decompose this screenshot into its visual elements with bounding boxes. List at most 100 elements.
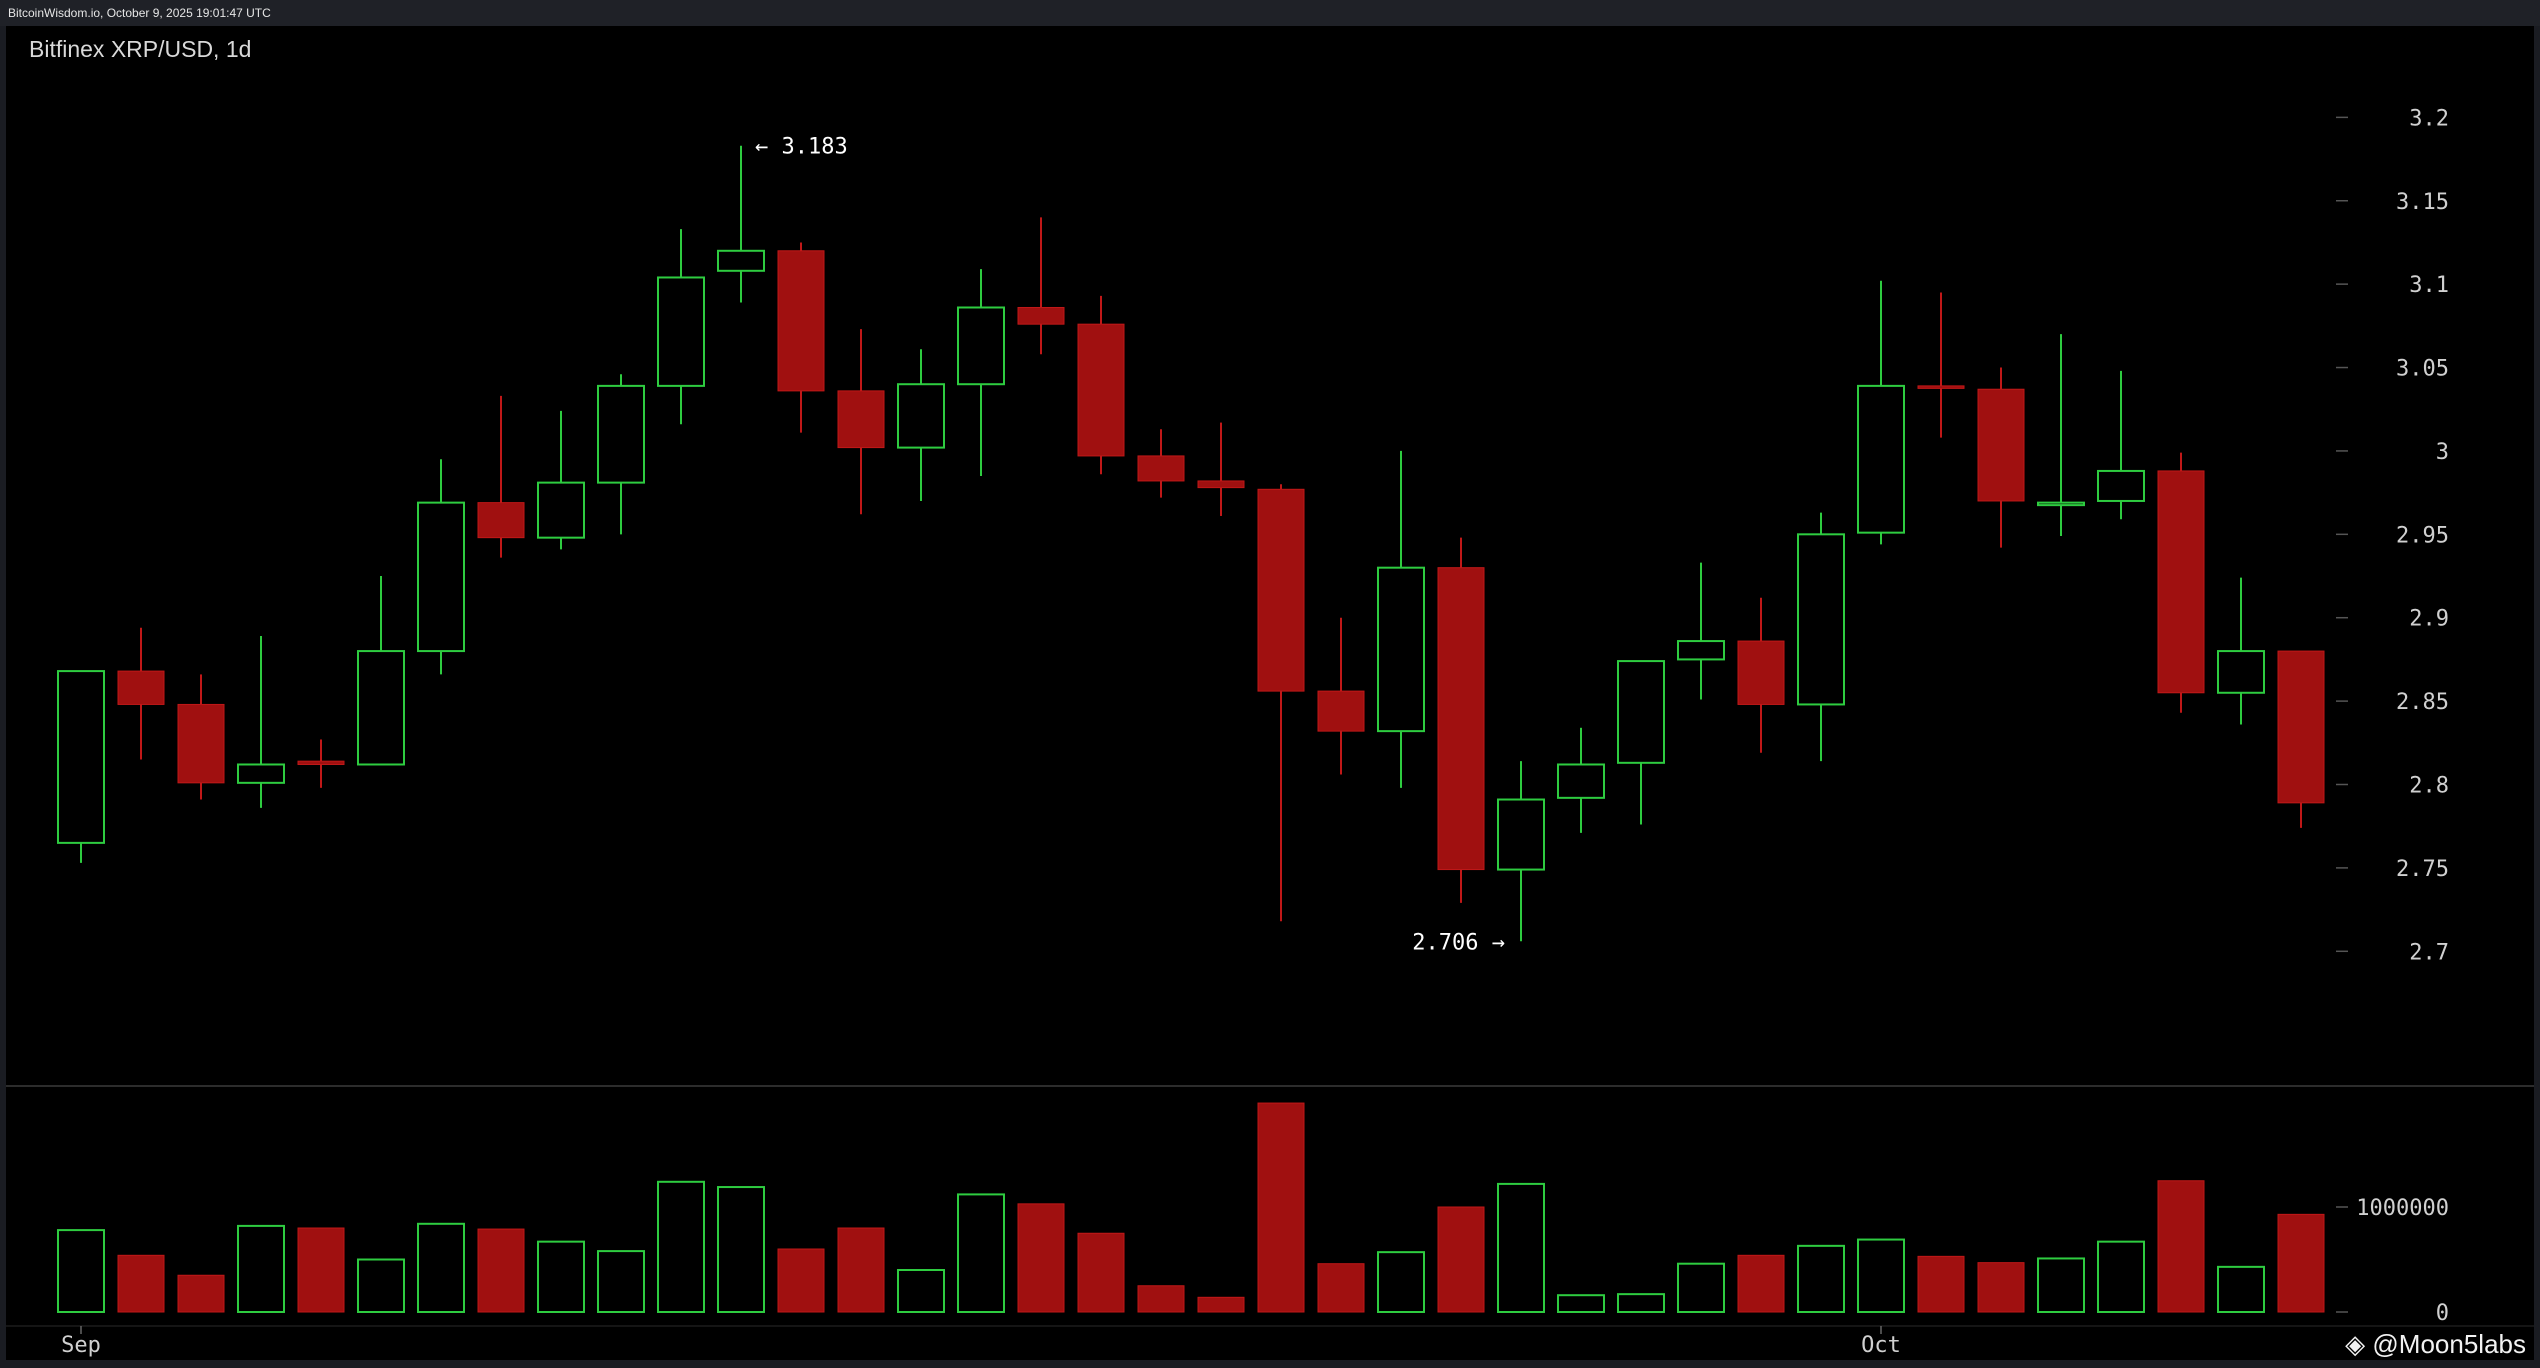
x-axis-tick-label: Sep: [61, 1333, 101, 1358]
candle-body: [657, 276, 705, 387]
volume-bar: [57, 1229, 105, 1313]
candle-body: [117, 670, 165, 705]
candle-body: [1977, 388, 2025, 502]
candle-body: [177, 703, 225, 784]
candle-body: [1617, 660, 1665, 764]
price-annotation: 2.706 →: [1412, 930, 1505, 955]
volume-bar: [1917, 1255, 1965, 1313]
volume-bar: [1497, 1182, 1545, 1314]
candle-body: [837, 390, 885, 449]
candle-body: [1437, 567, 1485, 871]
candle-body: [1017, 306, 1065, 325]
candle-body: [1077, 323, 1125, 457]
candle-body: [1377, 566, 1425, 733]
volume-bar: [837, 1227, 885, 1313]
volume-bar: [237, 1224, 285, 1314]
y-axis-tick-label: 2.85: [2396, 690, 2449, 715]
y-axis-tick-label: 3.05: [2396, 357, 2449, 382]
candle-body: [2217, 650, 2265, 694]
volume-bar: [2277, 1213, 2325, 1313]
y-axis-tick-label: 2.8: [2409, 774, 2449, 799]
candle-body: [357, 650, 405, 766]
volume-bar: [1437, 1206, 1485, 1313]
candle-body: [957, 306, 1005, 386]
price-annotation: ← 3.183: [755, 135, 848, 160]
timestamp-header: BitcoinWisdom.io, October 9, 2025 19:01:…: [8, 6, 271, 20]
candle-body: [2157, 470, 2205, 694]
volume-bar: [1317, 1263, 1365, 1313]
volume-bar: [1557, 1294, 1605, 1313]
chart-title: Bitfinex XRP/USD, 1d: [29, 36, 252, 62]
volume-bar: [1017, 1203, 1065, 1313]
volume-bar: [297, 1227, 345, 1313]
volume-bar: [1677, 1262, 1725, 1313]
volume-bar: [657, 1180, 705, 1314]
candle-body: [1917, 385, 1965, 389]
candle-body: [1197, 480, 1245, 489]
candle-body: [1677, 640, 1725, 661]
candle-body: [477, 502, 525, 539]
candle-body: [777, 250, 825, 392]
y-axis-tick-label: 3.2: [2409, 106, 2449, 131]
volume-bar: [1257, 1102, 1305, 1313]
volume-bar: [597, 1250, 645, 1313]
volume-bar: [537, 1240, 585, 1314]
volume-bar: [2037, 1257, 2085, 1313]
volume-bar: [1617, 1293, 1665, 1314]
candle-body: [597, 384, 645, 484]
volume-axis-tick-label: 0: [2436, 1301, 2449, 1326]
watermark: ◈ @Moon5labs: [2345, 1329, 2526, 1360]
volume-bar: [897, 1269, 945, 1313]
candle-body: [57, 670, 105, 844]
candle-body: [1557, 763, 1605, 799]
volume-bar: [177, 1274, 225, 1313]
volume-bar: [1077, 1232, 1125, 1313]
candle-body: [1137, 455, 1185, 482]
volume-bar: [717, 1186, 765, 1314]
y-axis-tick-label: 2.7: [2409, 940, 2449, 965]
candle-body: [717, 249, 765, 272]
watermark-text: Moon5labs: [2398, 1329, 2526, 1359]
candle-body: [1857, 384, 1905, 534]
y-axis-tick-label: 2.9: [2409, 607, 2449, 632]
candle-body: [1257, 488, 1305, 692]
volume-bar: [1737, 1254, 1785, 1313]
volume-bar: [957, 1193, 1005, 1314]
candle-body: [1737, 640, 1785, 705]
volume-axis-tick-label: 1000000: [2356, 1196, 2449, 1221]
volume-bar: [417, 1222, 465, 1314]
volume-bar: [1797, 1244, 1845, 1313]
y-axis-tick-label: 3.15: [2396, 190, 2449, 215]
y-axis-tick-label: 2.95: [2396, 523, 2449, 548]
y-axis-tick-label: 3.1: [2409, 273, 2449, 298]
diamond-logo-icon: ◈ @: [2345, 1329, 2399, 1359]
top-bar: BitcoinWisdom.io, October 9, 2025 19:01:…: [0, 0, 2540, 26]
candle-body: [2277, 650, 2325, 804]
volume-bar: [117, 1254, 165, 1313]
candle-body: [537, 481, 585, 539]
y-axis-tick-label: 2.75: [2396, 857, 2449, 882]
volume-bar: [1197, 1296, 1245, 1313]
candle-body: [1797, 533, 1845, 706]
y-axis-tick-label: 3: [2436, 440, 2449, 465]
volume-bar: [2157, 1180, 2205, 1313]
candle-body: [2097, 469, 2145, 502]
candle-body: [1317, 690, 1365, 732]
volume-bar: [1377, 1251, 1425, 1314]
volume-bar: [1137, 1285, 1185, 1313]
x-axis-tick-label: Oct: [1861, 1333, 1901, 1358]
candle-body: [1497, 798, 1545, 871]
volume-bar: [1857, 1238, 1905, 1314]
candle-body: [897, 383, 945, 449]
candle-body: [417, 501, 465, 653]
volume-bar: [2217, 1265, 2265, 1313]
volume-bar: [777, 1248, 825, 1313]
candle-body: [297, 760, 345, 765]
volume-bar: [357, 1258, 405, 1313]
volume-bar: [1977, 1262, 2025, 1313]
candle-body: [237, 763, 285, 784]
volume-bar: [2097, 1240, 2145, 1314]
volume-bar: [477, 1228, 525, 1313]
candle-body: [2037, 501, 2085, 507]
